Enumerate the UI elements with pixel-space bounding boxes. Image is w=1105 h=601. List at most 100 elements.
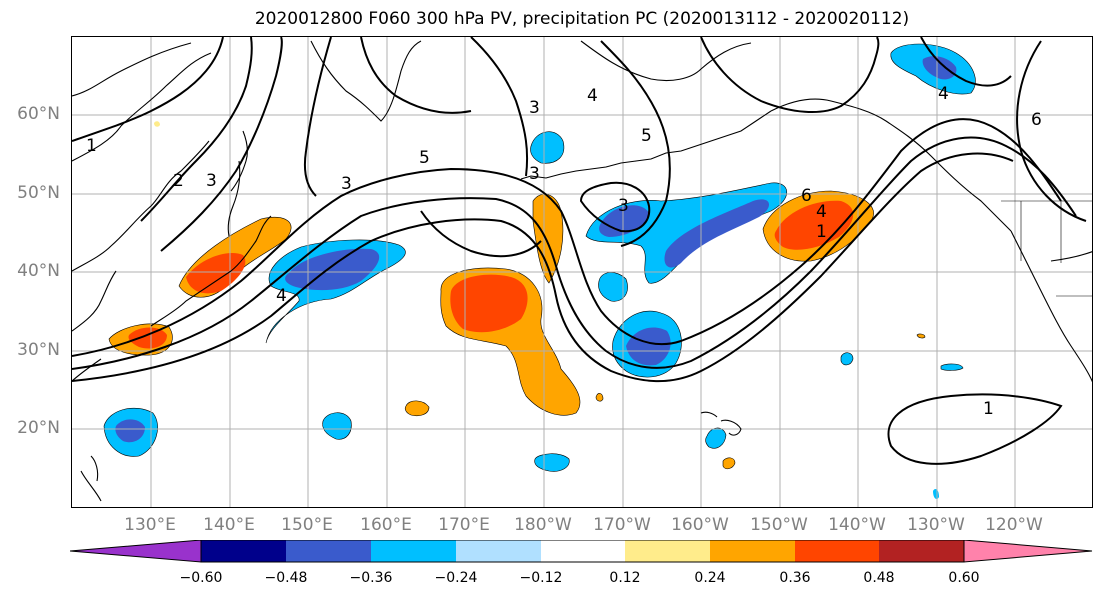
coast-asia-mainland bbox=[72, 42, 212, 382]
lon-label-170e: 170°E bbox=[438, 515, 490, 535]
pv-contours bbox=[72, 37, 1087, 465]
contour-label: 3 bbox=[341, 174, 352, 194]
lon-label-130w: 130°W bbox=[907, 515, 965, 535]
precip-strong-japan bbox=[186, 253, 246, 294]
precip-positive-small-3 bbox=[595, 393, 604, 402]
precip-negative-small-3 bbox=[705, 427, 727, 449]
coast-sakhalin bbox=[227, 160, 241, 237]
lon-label-150e: 150°E bbox=[281, 515, 333, 535]
colorbar-extend-low bbox=[70, 540, 202, 563]
colorbar-tick-label: 0.24 bbox=[694, 570, 726, 586]
precip-strong-subtropic-trough bbox=[626, 327, 671, 366]
coast-aleutians bbox=[520, 110, 772, 180]
pv-contour-1 bbox=[72, 37, 224, 142]
colorbar-segment bbox=[795, 540, 879, 562]
precip-negative-aleutian bbox=[530, 131, 565, 164]
pv-contour-14 bbox=[887, 393, 1063, 465]
contour-label: 3 bbox=[206, 171, 217, 191]
colorbar-tick-label: −0.60 bbox=[179, 570, 223, 586]
colorbar-segment bbox=[541, 540, 625, 562]
precip-strong-philippine-sea bbox=[115, 419, 145, 443]
colorbar-segment bbox=[286, 540, 371, 562]
colorbar-segment bbox=[371, 540, 456, 562]
colorbar-segment bbox=[456, 540, 541, 562]
colorbar-tick-label: 0.36 bbox=[779, 570, 811, 586]
colorbar-segment bbox=[201, 540, 286, 562]
pv-contour-7 bbox=[470, 37, 529, 177]
contour-label: 1 bbox=[983, 399, 994, 419]
contour-label: 6 bbox=[801, 186, 812, 206]
lon-label-120w: 120°W bbox=[985, 515, 1043, 535]
precip-negative-small-6 bbox=[933, 489, 939, 499]
lon-label-140e: 140°E bbox=[203, 515, 255, 535]
lat-label-60n: 60°N bbox=[17, 104, 60, 124]
precip-positive-small-1 bbox=[404, 400, 430, 417]
precip-positive-small-2 bbox=[722, 457, 736, 470]
map-title: 2020012800 F060 300 hPa PV, precipitatio… bbox=[254, 9, 910, 29]
coast-hawaii bbox=[700, 411, 742, 436]
colorbar-segment bbox=[879, 540, 964, 562]
precip-negative-small-5 bbox=[940, 363, 964, 371]
contour-label: 3 bbox=[529, 98, 540, 118]
pv-contour-15 bbox=[920, 37, 1012, 87]
coast-us-states bbox=[1001, 200, 1092, 297]
colorbar-segment bbox=[710, 540, 795, 562]
colorbar-tick-label: 0.12 bbox=[609, 570, 641, 586]
coast-north-america bbox=[1010, 230, 1092, 383]
lat-label-40n: 40°N bbox=[17, 261, 60, 281]
colorbar-tick-label: −0.48 bbox=[264, 570, 308, 586]
colorbar-tick-label: −0.12 bbox=[519, 570, 563, 586]
pv-contour-11 bbox=[1016, 40, 1087, 222]
precip-positive-small-4 bbox=[916, 333, 926, 339]
contour-label: 3 bbox=[529, 164, 540, 184]
contour-label: 3 bbox=[618, 196, 629, 216]
contour-label: 5 bbox=[641, 126, 652, 146]
precip-strong-gulf-band bbox=[664, 199, 770, 268]
map-canvas: 1 2 3 3 5 3 4 5 3 4 3 6 4 1 6 4 1 bbox=[72, 37, 1092, 507]
lon-label-160w: 160°W bbox=[671, 515, 729, 535]
precip-negative-small-1 bbox=[322, 412, 352, 440]
coast-kamchatka bbox=[310, 40, 422, 122]
precip-negative-small-2 bbox=[534, 453, 570, 472]
coastlines bbox=[72, 40, 1092, 502]
colorbar-tick-label: −0.24 bbox=[434, 570, 478, 586]
contour-label: 1 bbox=[816, 222, 827, 242]
pv-contour-5 bbox=[72, 152, 1014, 383]
precip-positive-small-5 bbox=[154, 121, 160, 127]
lon-label-140w: 140°W bbox=[828, 515, 886, 535]
pv-contour-13 bbox=[579, 181, 651, 233]
pv-contour-3b bbox=[72, 118, 1062, 357]
pv-contour-9 bbox=[303, 37, 332, 197]
colorbar-extend-high bbox=[963, 540, 1093, 563]
contour-label: 5 bbox=[419, 148, 430, 168]
contour-label: 4 bbox=[587, 86, 598, 106]
pv-contour-10 bbox=[700, 37, 880, 114]
lon-label-170w: 170°W bbox=[593, 515, 651, 535]
lat-label-30n: 30°N bbox=[17, 340, 60, 360]
contour-label: 4 bbox=[816, 202, 827, 222]
colorbar-tick-label: 0.60 bbox=[948, 570, 980, 586]
precip-strong-nwpac bbox=[285, 248, 380, 291]
lon-label-130e: 130°E bbox=[124, 515, 176, 535]
contour-label: 1 bbox=[86, 136, 97, 156]
pv-contour-12 bbox=[420, 210, 542, 258]
coast-japan bbox=[150, 130, 272, 327]
colorbar-tick-label: −0.36 bbox=[349, 570, 393, 586]
precip-strong-kyushu bbox=[128, 327, 167, 349]
precip-strong-alaska bbox=[922, 56, 957, 80]
coast-philippines bbox=[80, 455, 102, 502]
pv-contour-3a bbox=[160, 37, 283, 252]
contour-label: 6 bbox=[1031, 110, 1042, 130]
colorbar-outline bbox=[200, 540, 965, 563]
map-panel: 1 2 3 3 5 3 4 5 3 4 3 6 4 1 6 4 1 bbox=[71, 36, 1093, 508]
pv-contour-6 bbox=[600, 40, 671, 247]
contour-labels: 1 2 3 3 5 3 4 5 3 4 3 6 4 1 6 4 1 bbox=[86, 84, 1042, 419]
precip-negative-small-4 bbox=[840, 352, 854, 366]
lon-label-150w: 150°W bbox=[750, 515, 808, 535]
lon-label-180w: 180°W bbox=[514, 515, 572, 535]
colorbar bbox=[70, 540, 1093, 563]
lon-label-160e: 160°E bbox=[360, 515, 412, 535]
contour-label: 4 bbox=[938, 84, 949, 104]
pv-contour-8 bbox=[360, 37, 472, 114]
coast-alaska bbox=[580, 40, 1012, 232]
